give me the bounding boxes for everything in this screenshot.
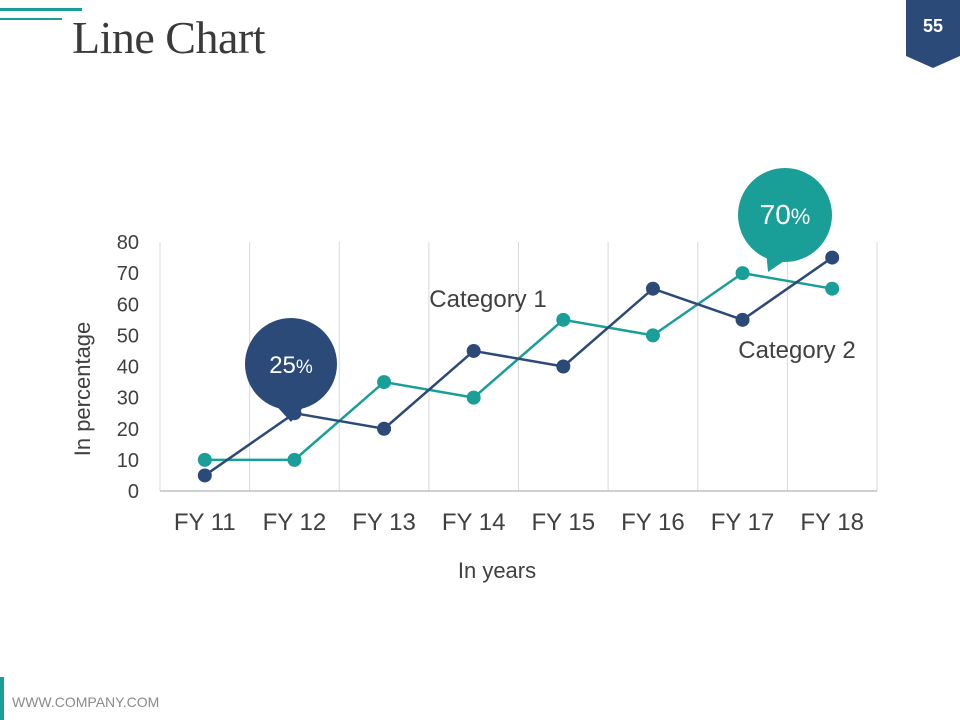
- y-axis-title: In percentage: [70, 322, 95, 457]
- footer-accent-bar: [0, 677, 4, 720]
- page-number-badge: [906, 0, 960, 68]
- data-point: [825, 250, 840, 265]
- x-tick-label: FY 15: [532, 509, 596, 536]
- y-tick-label: 80: [117, 232, 139, 254]
- data-point: [377, 375, 392, 390]
- chart-labels: Category 1 Category 2 In years In percen…: [70, 286, 856, 583]
- data-point: [735, 266, 750, 281]
- y-tick-label: 10: [117, 450, 139, 472]
- callout-percent-sign: %: [296, 357, 313, 378]
- callout-circle: [738, 168, 832, 262]
- callout-bubble: 25%: [245, 318, 337, 422]
- series-label-category-2: Category 2: [738, 337, 855, 364]
- y-tick-label: 60: [117, 294, 139, 316]
- callout-percent-sign: %: [791, 204, 811, 229]
- data-point: [645, 281, 660, 296]
- chart-axes: 0 10 20 30 40 50 60 70 80 FY 11 FY 12 FY 13 FY 14 FY …: [117, 232, 877, 536]
- title-accent-line-short: [0, 18, 62, 20]
- data-point: [466, 343, 481, 358]
- y-tick-label: 0: [128, 481, 139, 503]
- y-tick-label: 70: [117, 263, 139, 285]
- chart-callouts: 25%70%: [245, 168, 832, 422]
- x-axis-title: In years: [458, 558, 536, 583]
- data-point: [377, 421, 392, 436]
- x-tick-label: FY 14: [442, 509, 506, 536]
- data-point: [287, 452, 302, 467]
- callout-value: 70%: [760, 199, 811, 230]
- callout-bubble: 70%: [738, 168, 832, 272]
- callout-number: 25: [269, 352, 296, 379]
- series-line-category-1: [204, 256, 833, 477]
- x-tick-label: FY 17: [711, 509, 775, 536]
- data-point: [197, 468, 212, 483]
- page-title: Line Chart: [72, 12, 266, 63]
- y-tick-label: 30: [117, 388, 139, 410]
- y-tick-label: 50: [117, 325, 139, 347]
- data-point: [197, 452, 212, 467]
- x-tick-label: FY 12: [263, 509, 327, 536]
- x-tick-label: FY 13: [352, 509, 416, 536]
- callout-value: 25%: [269, 352, 313, 379]
- x-tick-label: FY 18: [800, 509, 864, 536]
- page-number: 55: [922, 16, 944, 36]
- data-point: [645, 328, 660, 343]
- y-tick-label: 40: [117, 357, 139, 379]
- data-point: [825, 281, 840, 296]
- x-tick-label: FY 16: [621, 509, 685, 536]
- footer-url: WWW.COMPANY.COM: [12, 694, 160, 710]
- title-accent-line: [0, 8, 82, 11]
- chart-series: [197, 250, 840, 483]
- callout-number: 70: [760, 199, 791, 230]
- series-label-category-1: Category 1: [429, 286, 546, 313]
- callout-circle: [245, 318, 337, 410]
- data-point: [466, 390, 481, 405]
- data-point: [735, 312, 750, 327]
- data-point: [556, 312, 571, 327]
- x-tick-label: FY 11: [174, 509, 236, 536]
- data-point: [556, 359, 571, 374]
- y-tick-label: 20: [117, 419, 139, 441]
